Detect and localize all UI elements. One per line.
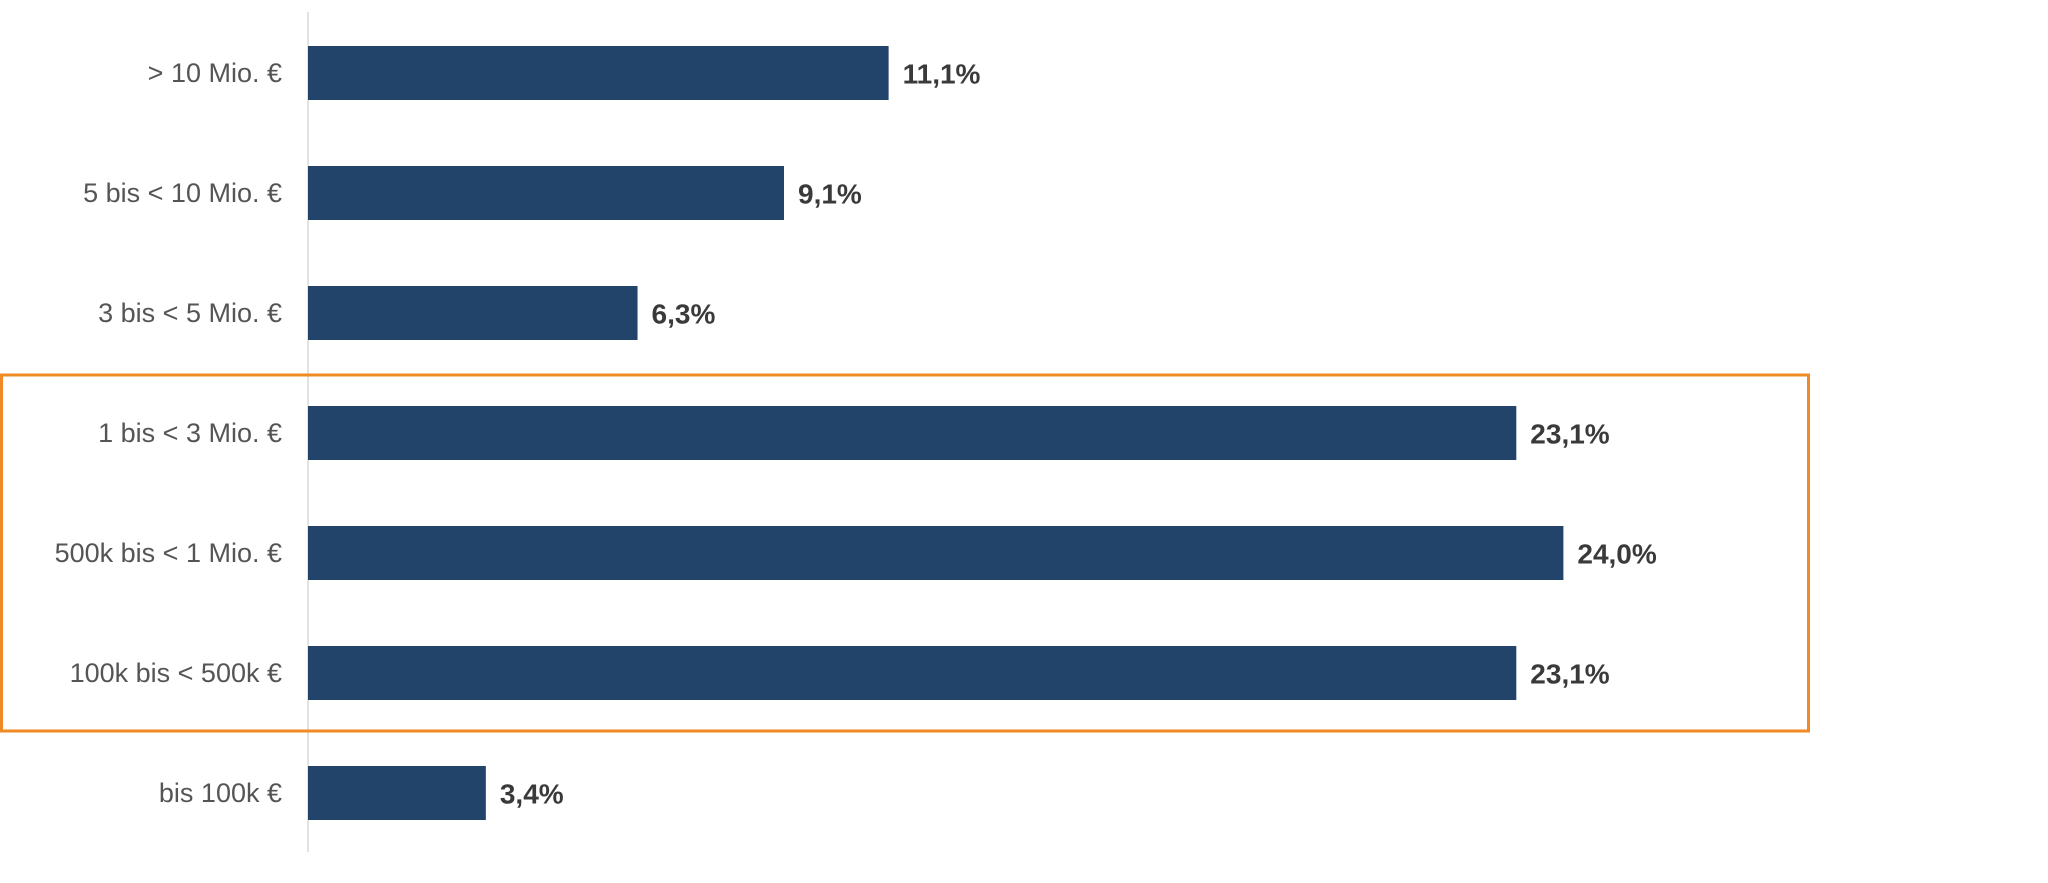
value-label: 23,1%	[1530, 419, 1609, 450]
bar	[308, 166, 784, 220]
bars	[308, 46, 1564, 820]
value-labels: 11,1% 9,1% 6,3% 23,1% 24,0% 23,1% 3,4%	[500, 59, 1657, 810]
bar	[308, 526, 1564, 580]
highlight-rectangle	[0, 373, 1810, 733]
highlight-box	[0, 373, 1810, 733]
value-label: 3,4%	[500, 779, 564, 810]
category-label: 500k bis < 1 Mio. €	[55, 538, 282, 568]
category-label: > 10 Mio. €	[148, 58, 282, 88]
category-label: 100k bis < 500k €	[70, 658, 282, 688]
category-labels: > 10 Mio. € 5 bis < 10 Mio. € 3 bis < 5 Mi…	[55, 58, 282, 808]
bar	[308, 766, 486, 820]
category-label: 1 bis < 3 Mio. €	[98, 418, 282, 448]
bar	[308, 286, 638, 340]
category-label: bis 100k €	[159, 778, 282, 808]
value-label: 23,1%	[1530, 659, 1609, 690]
category-label: 5 bis < 10 Mio. €	[83, 178, 282, 208]
value-label: 24,0%	[1577, 539, 1656, 570]
bar	[308, 646, 1517, 700]
bar	[308, 46, 889, 100]
value-label: 6,3%	[652, 299, 716, 330]
value-label: 11,1%	[903, 59, 981, 90]
value-label: 9,1%	[798, 179, 862, 210]
category-label: 3 bis < 5 Mio. €	[98, 298, 282, 328]
bar	[308, 406, 1517, 460]
